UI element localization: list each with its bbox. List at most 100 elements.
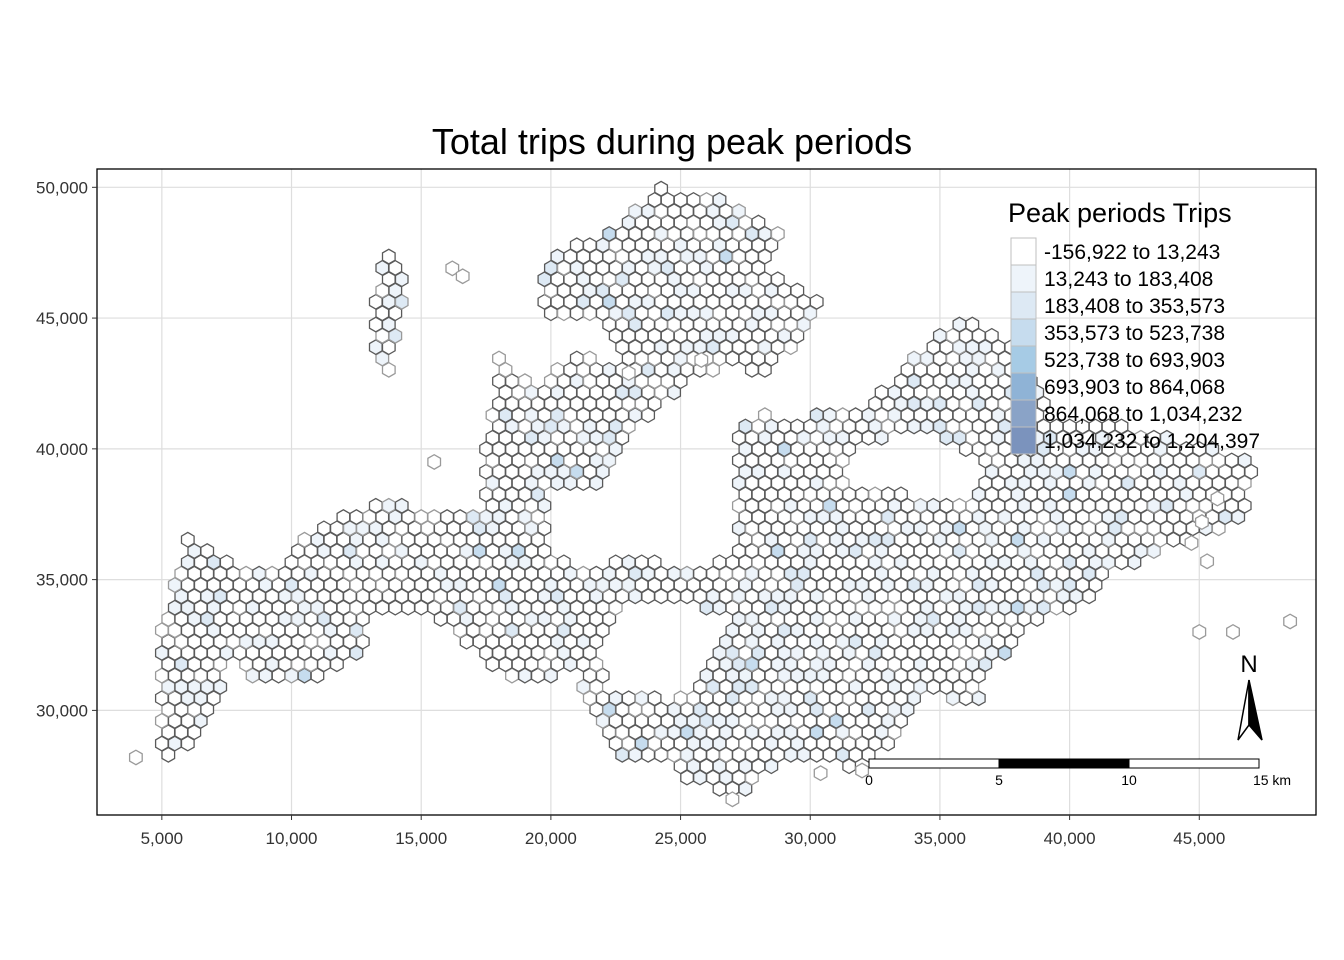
hex-cell — [777, 418, 792, 435]
x-tick-label: 15,000 — [395, 829, 447, 848]
hex-cell — [965, 316, 980, 333]
hex-cell — [466, 509, 481, 526]
legend-swatch — [1010, 264, 1037, 293]
hex-cell — [1194, 514, 1209, 531]
scale-label-10: 10 — [1121, 772, 1137, 788]
panel-border — [96, 168, 1317, 816]
hex-cell — [317, 520, 331, 537]
hex-cell — [265, 565, 280, 582]
hex-cell — [835, 407, 850, 424]
x-tick-label: 35,000 — [914, 829, 966, 848]
north-arrow-right — [1248, 679, 1263, 741]
hex-cell — [349, 509, 364, 526]
y-tick-label: 50,000 — [36, 178, 88, 197]
legend-label: -156,922 to 13,243 — [1044, 241, 1220, 264]
legend-swatch — [1010, 318, 1037, 347]
hex-cell — [381, 248, 396, 265]
hex-cell — [699, 191, 714, 208]
scale-segment-2 — [998, 758, 1130, 769]
hex-cell — [770, 225, 785, 242]
hex-cell — [602, 225, 617, 242]
hex-cell — [822, 407, 837, 424]
hex-cell — [589, 565, 604, 582]
x-tick-label: 40,000 — [1044, 829, 1096, 848]
north-arrow-icon: N — [1237, 651, 1263, 741]
x-tick-label: 25,000 — [655, 829, 707, 848]
hex-cell — [518, 373, 532, 390]
hex-cell — [809, 407, 824, 424]
hex-cell — [634, 554, 649, 571]
hex-cell — [881, 486, 895, 503]
legend: Peak periods Trips -156,922 to 13,243 13,… — [1008, 198, 1260, 455]
hex-cell — [984, 327, 999, 344]
y-tick-label: 35,000 — [36, 571, 88, 590]
hex-cell — [1283, 613, 1298, 630]
hex-cell — [252, 565, 267, 582]
hex-cell — [427, 453, 442, 470]
hex-cell — [790, 282, 805, 299]
hex-cell — [926, 497, 941, 514]
hex-cell — [1226, 623, 1240, 640]
hex-cell — [939, 497, 954, 514]
scale-bar: 0 5 10 15 km — [865, 758, 1291, 788]
hex-cell — [582, 350, 597, 367]
hex-cell — [239, 565, 254, 582]
legend-label: 353,573 to 523,738 — [1044, 322, 1225, 345]
hex-cell — [200, 543, 215, 560]
hex-cell — [1210, 490, 1225, 507]
north-label: N — [1240, 651, 1257, 678]
hex-cell — [180, 531, 195, 548]
hex-cell — [621, 554, 636, 571]
scale-segment-3 — [1128, 758, 1260, 769]
legend-swatch — [1010, 237, 1037, 266]
legend-swatch — [1010, 426, 1037, 455]
scale-label-15: 15 km — [1253, 772, 1291, 788]
hex-cell — [427, 509, 442, 526]
scale-label-0: 0 — [865, 772, 873, 788]
y-axis-ticks: 30,000 35,000 40,000 45,000 50,000 — [36, 178, 97, 720]
hex-cell — [128, 749, 143, 766]
hex-cell — [1184, 534, 1199, 552]
hex-cell — [952, 316, 967, 333]
hex-cell — [673, 690, 688, 707]
hex-cell — [647, 690, 662, 707]
hex-cell — [855, 486, 870, 503]
legend-swatch — [1010, 291, 1037, 320]
hex-cell — [725, 791, 740, 808]
hex-cell — [550, 361, 565, 378]
hex-cell — [647, 554, 662, 571]
hex-cell — [455, 268, 470, 285]
x-tick-label: 45,000 — [1173, 829, 1225, 848]
hex-cell — [368, 497, 383, 514]
hex-cell — [602, 361, 617, 378]
hex-cell — [868, 486, 883, 503]
hex-cell — [414, 509, 429, 526]
hex-cell — [1114, 418, 1129, 435]
hex-cell — [894, 486, 908, 503]
hex-cell — [1224, 452, 1239, 469]
x-tick-label: 20,000 — [525, 829, 577, 848]
hex-cell — [654, 180, 669, 197]
hex-cell — [492, 350, 506, 367]
scale-segment-1 — [868, 758, 1000, 769]
hex-cell — [219, 554, 234, 571]
hex-cell — [453, 509, 468, 526]
hex-cell — [693, 565, 707, 582]
legend-label: 1,034,232 to 1,204,397 — [1044, 430, 1260, 453]
hex-cell — [297, 531, 312, 548]
hex-cell — [608, 554, 623, 571]
hex-cell — [1205, 441, 1220, 458]
map-title: Total trips during peak periods — [432, 121, 912, 162]
legend-label: 864,068 to 1,034,232 — [1044, 403, 1243, 426]
hex-cell — [381, 497, 396, 514]
y-tick-label: 40,000 — [36, 440, 88, 459]
hex-cell — [1159, 429, 1174, 446]
legend-title: Peak periods Trips — [1008, 198, 1232, 228]
hex-cell — [913, 497, 928, 514]
hex-cell — [738, 418, 753, 435]
legend-label: 523,738 to 693,903 — [1044, 349, 1225, 372]
hex-cell — [952, 497, 967, 514]
legend-swatch — [1010, 399, 1037, 428]
hex-cell — [848, 407, 863, 424]
